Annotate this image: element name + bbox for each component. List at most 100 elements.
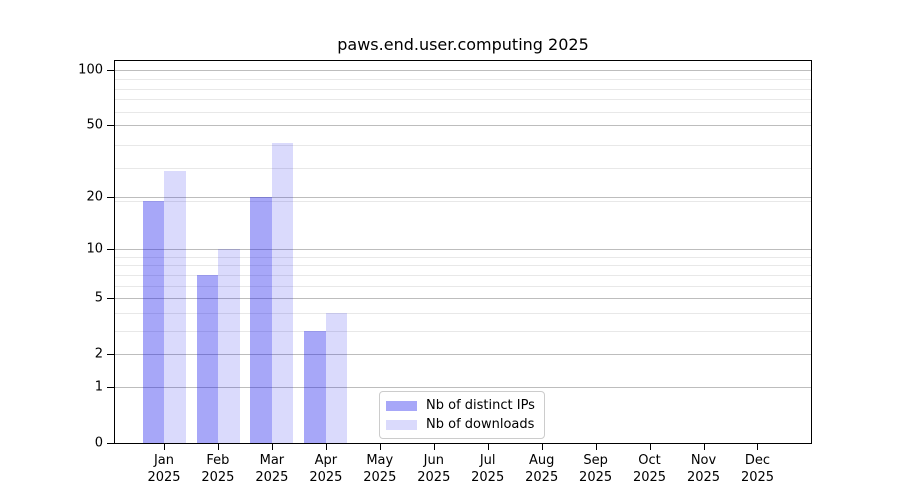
x-tick-mark <box>596 444 597 450</box>
x-tick-mark <box>650 444 651 450</box>
x-tick-label-line: Dec <box>744 453 771 468</box>
y-tick-label-100: 100 <box>78 62 103 78</box>
x-tick-label-line: Jan <box>153 453 175 468</box>
x-tick-mark <box>272 444 273 450</box>
x-tick-label-line: 2025 <box>255 470 289 485</box>
x-tick-mark <box>164 444 165 450</box>
x-tick-mark <box>488 444 489 450</box>
legend: Nb of distinct IPs Nb of downloads <box>379 391 545 439</box>
x-tick-mark <box>380 444 381 450</box>
minor-gridline <box>115 167 811 169</box>
bar-distinct-ips-apr <box>304 330 326 443</box>
plot-area: Nb of distinct IPs Nb of downloads <box>114 60 812 444</box>
major-gridline <box>115 69 811 71</box>
y-tick-mark <box>107 298 114 299</box>
bar-distinct-ips-feb <box>196 274 218 443</box>
x-tick-label-line: 2025 <box>686 470 721 485</box>
x-tick-label-sep: Sep 2025 <box>564 452 628 486</box>
x-tick-label-line: 2025 <box>201 470 235 485</box>
minor-gridline <box>115 144 811 146</box>
minor-gridline <box>115 88 811 90</box>
bar-downloads-apr <box>325 312 348 443</box>
x-tick-label-nov: Nov 2025 <box>672 452 736 486</box>
x-tick-label-line: 2025 <box>147 470 181 485</box>
legend-swatch-downloads <box>386 419 417 430</box>
bar-distinct-ips-mar <box>250 196 272 443</box>
major-gridline <box>115 196 811 198</box>
minor-gridline <box>115 200 811 202</box>
y-tick-mark <box>107 70 114 71</box>
legend-label-distinct-ips: Nb of distinct IPs <box>426 398 535 413</box>
chart-title: paws.end.user.computing 2025 <box>337 35 589 54</box>
bar-downloads-jan <box>164 170 186 443</box>
legend-swatch-distinct-ips <box>386 400 417 411</box>
x-tick-label-line: Apr <box>314 453 338 468</box>
x-tick-label-mar: Mar 2025 <box>240 452 304 486</box>
y-tick-label-5: 5 <box>94 290 103 306</box>
minor-gridline <box>115 312 811 314</box>
x-tick-label-line: 2025 <box>471 470 505 485</box>
x-tick-label-oct: Oct 2025 <box>618 452 682 486</box>
y-tick-mark <box>107 387 114 388</box>
x-tick-label-dec: Dec 2025 <box>726 452 790 486</box>
x-tick-mark <box>704 444 705 450</box>
y-tick-mark <box>107 354 114 355</box>
x-tick-label-line: 2025 <box>740 470 775 485</box>
minor-gridline <box>115 274 811 276</box>
x-tick-mark <box>757 444 758 450</box>
x-tick-label-line: 2025 <box>579 470 613 485</box>
x-tick-mark <box>434 444 435 450</box>
x-tick-label-jun: Jun 2025 <box>402 452 466 486</box>
x-tick-label-line: Aug <box>528 453 555 468</box>
x-tick-label-jul: Jul 2025 <box>456 452 520 486</box>
x-tick-label-line: 2025 <box>363 470 397 485</box>
legend-row: Nb of distinct IPs <box>386 398 535 413</box>
minor-gridline <box>115 99 811 101</box>
major-gridline <box>115 354 811 356</box>
major-gridline <box>115 298 811 299</box>
bar-downloads-mar <box>271 142 294 443</box>
x-tick-label-line: 2025 <box>632 470 667 485</box>
x-tick-label-line: Sep <box>583 453 608 468</box>
minor-gridline <box>115 285 811 287</box>
y-tick-mark <box>107 197 114 198</box>
x-tick-label-line: Nov <box>690 453 717 468</box>
x-tick-label-line: Jul <box>479 453 496 468</box>
x-tick-label-aug: Aug 2025 <box>510 452 574 486</box>
x-tick-label-line: Oct <box>638 453 661 468</box>
x-tick-label-line: Feb <box>206 453 230 468</box>
y-tick-label-20: 20 <box>86 189 103 205</box>
legend-label-downloads: Nb of downloads <box>426 417 535 432</box>
bar-downloads-feb <box>218 249 240 443</box>
minor-gridline <box>115 330 811 332</box>
major-gridline <box>115 386 811 388</box>
minor-gridline <box>115 111 811 113</box>
x-tick-label-apr: Apr 2025 <box>294 452 358 486</box>
y-tick-label-2: 2 <box>94 346 103 362</box>
major-gridline <box>115 249 811 250</box>
y-tick-mark <box>107 125 114 126</box>
x-tick-label-line: 2025 <box>525 470 559 485</box>
legend-row: Nb of downloads <box>386 417 535 432</box>
y-tick-label-10: 10 <box>86 241 103 257</box>
x-tick-label-feb: Feb 2025 <box>186 452 250 486</box>
x-tick-label-line: Jun <box>423 453 444 468</box>
minor-gridline <box>115 256 811 258</box>
y-tick-label-50: 50 <box>86 117 103 133</box>
major-gridline <box>115 124 811 126</box>
minor-gridline <box>115 265 811 267</box>
x-tick-label-line: 2025 <box>417 470 451 485</box>
x-tick-mark <box>542 444 543 450</box>
y-tick-mark <box>107 249 114 250</box>
x-tick-label-may: May 2025 <box>348 452 412 486</box>
x-tick-mark <box>326 444 327 450</box>
y-tick-mark <box>107 443 114 444</box>
x-tick-label-jan: Jan 2025 <box>132 452 196 486</box>
x-tick-label-line: 2025 <box>309 470 343 485</box>
bar-distinct-ips-jan <box>142 200 164 443</box>
minor-gridline <box>115 78 811 80</box>
x-tick-label-line: Mar <box>259 453 285 468</box>
y-tick-label-1: 1 <box>94 379 103 395</box>
y-tick-label-0: 0 <box>94 435 103 451</box>
